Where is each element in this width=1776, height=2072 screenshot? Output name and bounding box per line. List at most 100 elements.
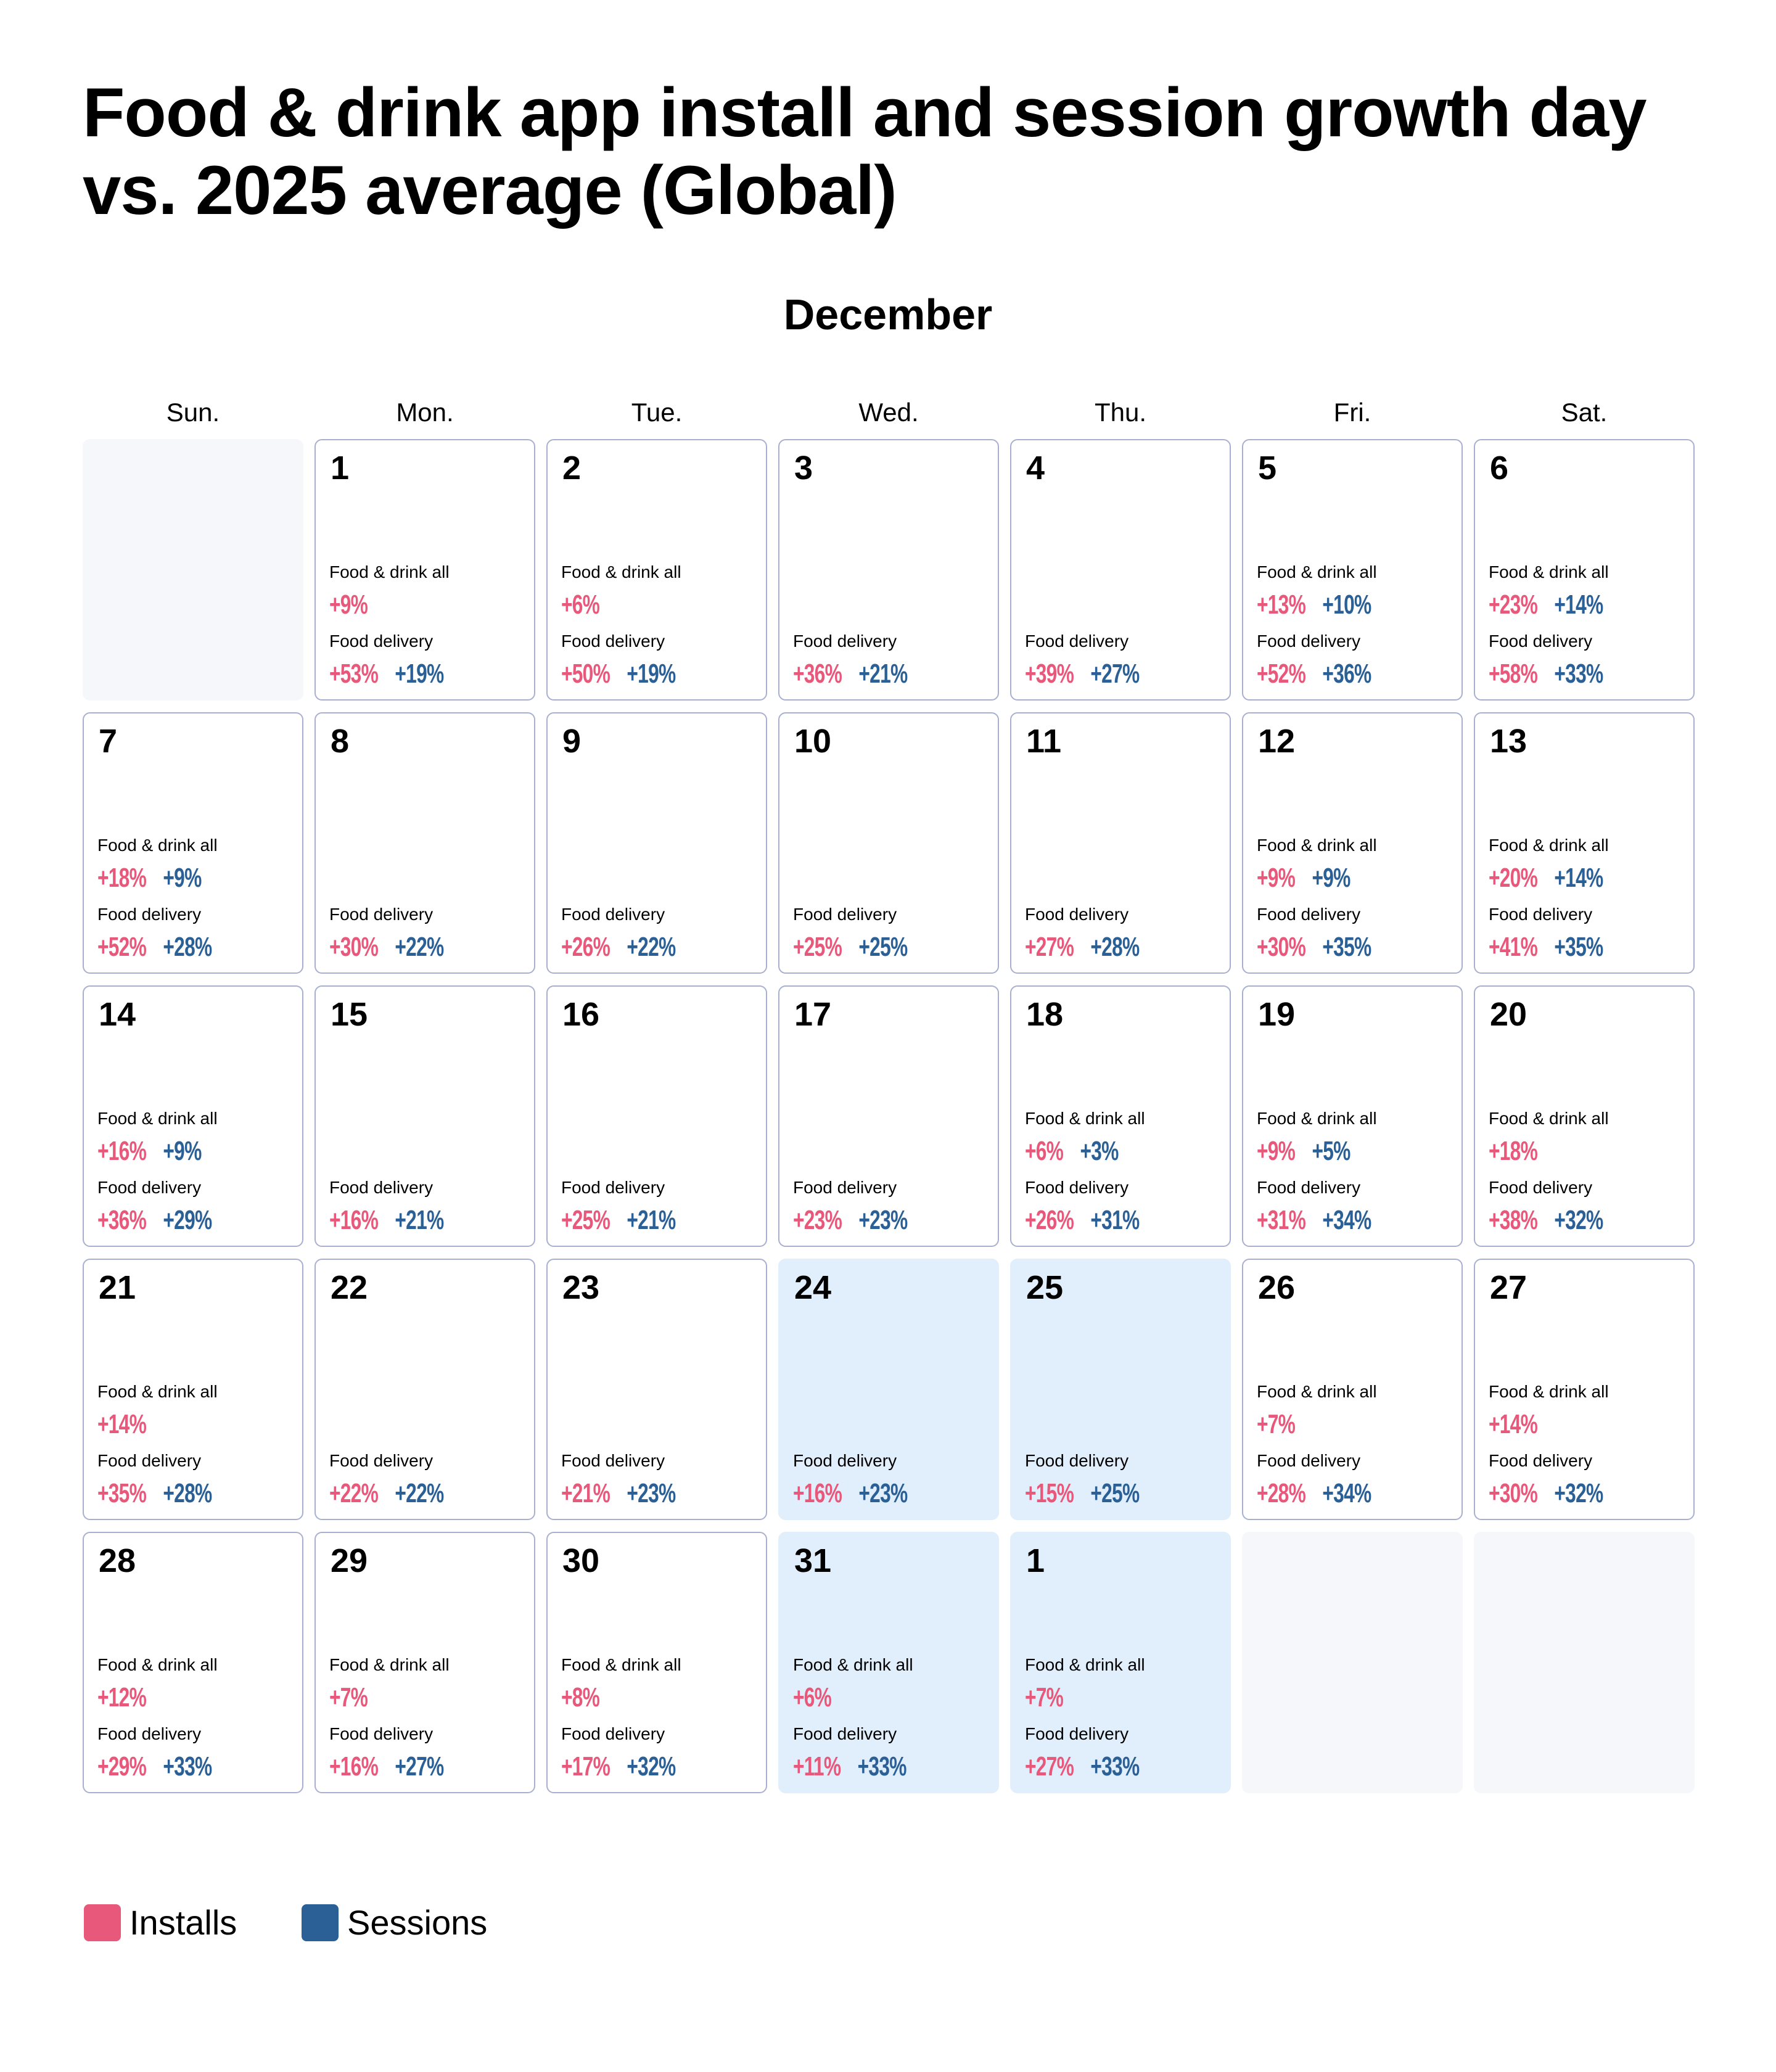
- day-number: 25: [1026, 1269, 1064, 1306]
- installs-value: +30%: [1489, 1478, 1538, 1508]
- food-drink-all-label: Food & drink all: [97, 1109, 218, 1128]
- food-drink-all-values: +6%: [793, 1682, 848, 1713]
- legend-swatch: [84, 1904, 121, 1941]
- installs-value: +6%: [1025, 1136, 1064, 1166]
- food-delivery-label: Food delivery: [793, 1178, 897, 1197]
- food-drink-all-values: +9% +5%: [1257, 1136, 1367, 1167]
- food-delivery-label: Food delivery: [793, 1724, 897, 1743]
- food-delivery-values: +16% +23%: [793, 1478, 924, 1509]
- legend-item-sessions: Sessions: [302, 1902, 487, 1942]
- food-delivery-values: +36% +29%: [97, 1205, 229, 1236]
- food-drink-all-label: Food & drink all: [1489, 1382, 1609, 1401]
- installs-value: +30%: [329, 932, 379, 962]
- installs-value: +39%: [1025, 659, 1074, 689]
- food-drink-all-values: +7%: [1025, 1682, 1080, 1713]
- sessions-value: +33%: [1554, 659, 1603, 689]
- weekday-header: Sat.: [1561, 398, 1608, 427]
- food-delivery-values: +16% +21%: [329, 1205, 461, 1236]
- day-cell: 25 Food delivery +15% +25%: [1010, 1259, 1231, 1520]
- day-number: 14: [99, 996, 136, 1033]
- day-cell: 9 Food delivery +26% +22%: [546, 712, 767, 974]
- sessions-value: +33%: [1090, 1751, 1140, 1782]
- day-cell: 21 Food & drink all +14% Food delivery +35% +…: [83, 1259, 303, 1520]
- food-delivery-values: +23% +23%: [793, 1205, 924, 1236]
- sessions-value: +34%: [1322, 1205, 1371, 1235]
- empty-day-cell: [1474, 1532, 1695, 1793]
- legend-label: Sessions: [347, 1903, 488, 1942]
- sessions-value: +19%: [395, 659, 444, 689]
- sessions-value: +25%: [858, 932, 908, 962]
- sessions-value: +9%: [1312, 863, 1350, 893]
- sessions-value: +22%: [395, 1478, 444, 1508]
- installs-value: +14%: [1489, 1409, 1538, 1439]
- sessions-value: +33%: [857, 1751, 907, 1782]
- food-delivery-values: +22% +22%: [329, 1478, 461, 1509]
- installs-value: +27%: [1025, 1751, 1074, 1782]
- sessions-value: +23%: [627, 1478, 676, 1508]
- day-cell: 26 Food & drink all +7% Food delivery +28% +3…: [1242, 1259, 1463, 1520]
- sessions-value: +19%: [627, 659, 676, 689]
- food-drink-all-label: Food & drink all: [97, 1382, 218, 1401]
- food-drink-all-label: Food & drink all: [97, 1655, 218, 1674]
- sessions-value: +9%: [163, 1136, 202, 1166]
- food-delivery-values: +31% +34%: [1257, 1205, 1388, 1236]
- weekday-header: Wed.: [858, 398, 919, 427]
- food-drink-all-values: +14%: [1489, 1409, 1554, 1440]
- food-delivery-values: +30% +32%: [1489, 1478, 1620, 1509]
- food-drink-all-label: Food & drink all: [1257, 836, 1377, 855]
- installs-value: +52%: [97, 932, 147, 962]
- day-cell: 11 Food delivery +27% +28%: [1010, 712, 1231, 974]
- sessions-value: +14%: [1554, 863, 1603, 893]
- food-drink-all-values: +18%: [1489, 1136, 1554, 1167]
- chart-title: Food & drink app install and session gro…: [83, 74, 1647, 229]
- legend-swatch: [302, 1904, 339, 1941]
- food-delivery-label: Food delivery: [97, 1451, 202, 1470]
- day-cell: 28 Food & drink all +12% Food delivery +29% +…: [83, 1532, 303, 1793]
- day-number: 6: [1490, 450, 1509, 487]
- day-cell: 27 Food & drink all +14% Food delivery +30% +…: [1474, 1259, 1695, 1520]
- installs-value: +6%: [561, 590, 600, 620]
- food-drink-all-label: Food & drink all: [793, 1655, 913, 1674]
- day-cell: 16 Food delivery +25% +21%: [546, 985, 767, 1247]
- day-number: 11: [1026, 723, 1062, 760]
- installs-value: +16%: [793, 1478, 842, 1508]
- sessions-value: +3%: [1080, 1136, 1119, 1166]
- installs-value: +17%: [561, 1751, 610, 1782]
- day-number: 13: [1490, 723, 1527, 760]
- day-number: 26: [1258, 1269, 1296, 1306]
- day-cell: 17 Food delivery +23% +23%: [778, 985, 999, 1247]
- installs-value: +16%: [97, 1136, 147, 1166]
- day-number: 27: [1490, 1269, 1527, 1306]
- installs-value: +9%: [1257, 1136, 1296, 1166]
- month-label: December: [783, 290, 993, 339]
- food-delivery-label: Food delivery: [1025, 1724, 1129, 1743]
- sessions-value: +36%: [1322, 659, 1371, 689]
- food-delivery-label: Food delivery: [97, 1724, 202, 1743]
- weekday-header: Mon.: [396, 398, 454, 427]
- installs-value: +18%: [1489, 1136, 1538, 1166]
- food-delivery-label: Food delivery: [329, 1178, 434, 1197]
- food-drink-all-label: Food & drink all: [1489, 1109, 1609, 1128]
- day-number: 19: [1258, 996, 1296, 1033]
- sessions-value: +27%: [1090, 659, 1140, 689]
- food-drink-all-values: +7%: [1257, 1409, 1312, 1440]
- day-cell: 13 Food & drink all +20% +14% Food delivery +…: [1474, 712, 1695, 974]
- day-number: 5: [1258, 450, 1277, 487]
- installs-value: +52%: [1257, 659, 1306, 689]
- sessions-value: +14%: [1554, 590, 1603, 620]
- food-drink-all-label: Food & drink all: [1025, 1655, 1145, 1674]
- food-delivery-values: +21% +23%: [561, 1478, 693, 1509]
- food-delivery-label: Food delivery: [329, 631, 434, 651]
- food-delivery-values: +26% +31%: [1025, 1205, 1156, 1236]
- weekday-header: Fri.: [1333, 398, 1371, 427]
- day-number: 29: [331, 1542, 368, 1579]
- day-number: 17: [794, 996, 832, 1033]
- day-number: 9: [562, 723, 582, 760]
- installs-value: +26%: [1025, 1205, 1074, 1235]
- sessions-value: +25%: [1090, 1478, 1140, 1508]
- installs-value: +16%: [329, 1751, 379, 1782]
- food-delivery-label: Food delivery: [329, 1724, 434, 1743]
- food-drink-all-values: +18% +9%: [97, 863, 218, 894]
- installs-value: +36%: [97, 1205, 147, 1235]
- day-cell: 19 Food & drink all +9% +5% Food delivery +31…: [1242, 985, 1463, 1247]
